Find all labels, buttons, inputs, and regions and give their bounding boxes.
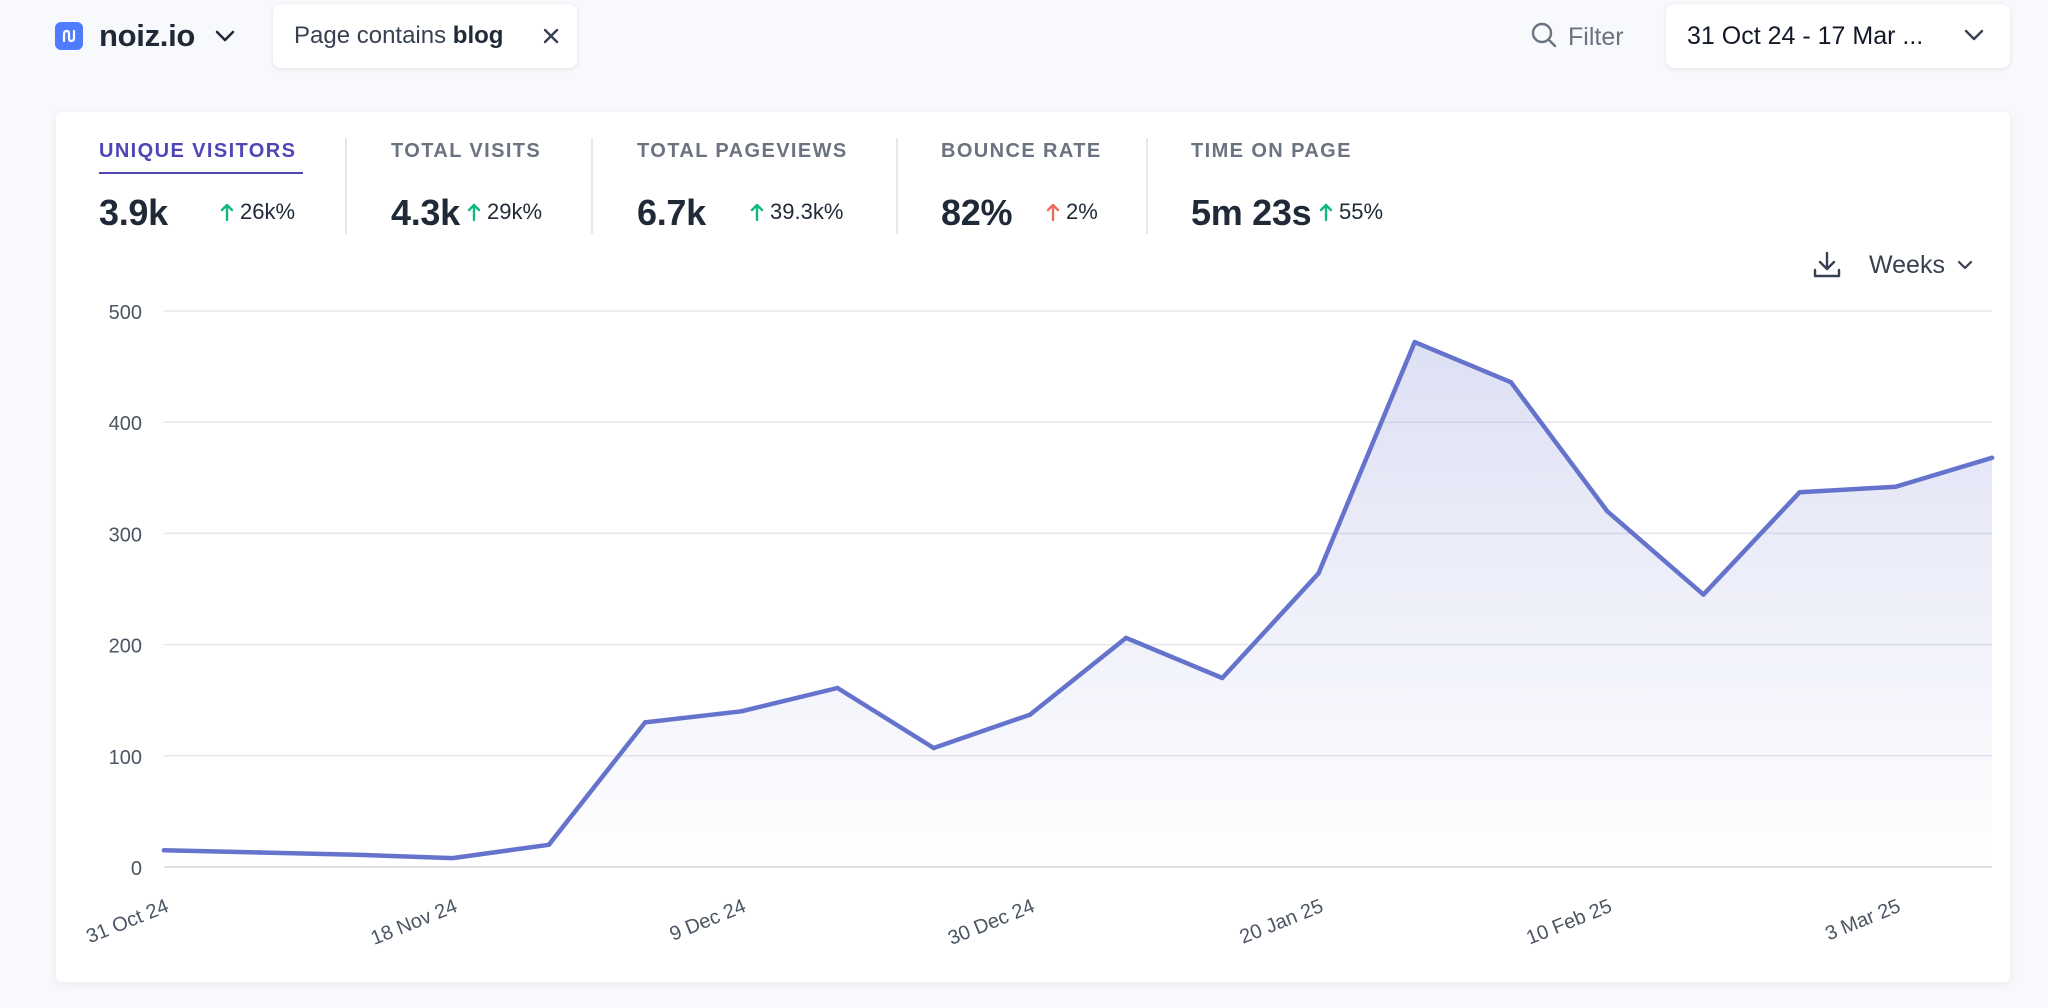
site-name: noiz.io [99, 18, 196, 53]
y-tick-label: 300 [109, 524, 142, 546]
metric-change-value: 55% [1339, 199, 1384, 224]
data-point[interactable] [1316, 571, 1321, 576]
metric-value: 3.9k [99, 192, 168, 233]
data-point[interactable] [1027, 712, 1033, 717]
metric-change-value: 26k% [240, 199, 296, 224]
y-tick-label: 0 [131, 858, 142, 880]
series-area [164, 342, 1992, 868]
metric-total-visits[interactable]: TOTAL VISITS 4.3k 29k% [391, 140, 542, 233]
metric-value: 6.7k [637, 192, 706, 233]
metric-change-value: 29k% [487, 199, 543, 224]
data-point[interactable] [1412, 339, 1417, 345]
metric-change: 39.3k% [750, 199, 843, 225]
data-point[interactable] [258, 850, 263, 855]
x-tick-label: 30 Dec 24 [945, 895, 1038, 950]
chevron-down-icon [215, 30, 235, 42]
metric-label: UNIQUE VISITORS [99, 140, 297, 162]
y-tick-label: 100 [109, 747, 142, 769]
active-metric-underline [99, 172, 303, 174]
filter-pill-prefix: Page contains [294, 22, 447, 49]
x-tick-label: 18 Nov 24 [368, 895, 461, 950]
interval-selector[interactable]: Weeks [1869, 248, 1973, 282]
data-point[interactable] [161, 848, 167, 853]
x-tick-label: 10 Feb 25 [1523, 895, 1615, 949]
x-tick-label: 9 Dec 24 [667, 895, 749, 945]
date-range-picker[interactable]: 31 Oct 24 - 17 Mar ... [1666, 4, 2010, 68]
site-switcher[interactable]: noiz.io [55, 18, 235, 54]
arrow-up-icon [750, 203, 764, 222]
data-point[interactable] [1123, 635, 1129, 641]
filter-pill-value: blog [452, 22, 504, 49]
stats-card: UNIQUE VISITORS 3.9k 26k% TOTAL VISITS 4… [56, 112, 2010, 982]
interval-label: Weeks [1869, 250, 1945, 279]
filter-button[interactable]: Filter [1530, 20, 1624, 54]
metric-divider [345, 138, 347, 234]
metric-label: BOUNCE RATE [941, 140, 1102, 162]
y-tick-label: 200 [109, 636, 142, 658]
metric-change-value: 39.3k% [770, 199, 844, 224]
download-icon[interactable] [1810, 248, 1844, 282]
arrow-up-icon [1319, 203, 1333, 222]
arrow-up-icon [467, 203, 481, 222]
filter-pill[interactable]: Page contains blog [273, 4, 577, 68]
metric-change: 29k% [467, 199, 542, 225]
filter-label: Filter [1568, 22, 1624, 51]
chevron-down-icon [1957, 260, 1973, 270]
logo-icon [55, 22, 83, 50]
metric-label: TIME ON PAGE [1191, 140, 1352, 162]
metric-label: TOTAL PAGEVIEWS [637, 140, 848, 162]
data-point[interactable] [1604, 508, 1610, 514]
metric-change: 2% [1046, 199, 1098, 225]
metric-divider [1146, 138, 1148, 234]
close-icon[interactable] [541, 26, 561, 46]
visitors-chart: 0 100 200 300 400 500 31 Oct 24 18 Nov 24 9 Dec… [83, 302, 1995, 950]
x-tick-label: 20 Jan 25 [1237, 895, 1327, 948]
data-point[interactable] [546, 842, 552, 847]
data-point[interactable] [642, 720, 648, 725]
metric-divider [896, 138, 898, 234]
metric-total-pageviews[interactable]: TOTAL PAGEVIEWS 6.7k 39.3k% [637, 140, 848, 233]
metric-value: 5m 23s [1191, 192, 1312, 233]
metric-divider [591, 138, 593, 234]
metric-label: TOTAL VISITS [391, 140, 542, 162]
chevron-down-icon [1964, 28, 1984, 46]
top-bar: noiz.io Page contains blog Filter 31 Oct… [0, 0, 2048, 80]
arrow-up-icon [1046, 203, 1060, 222]
metric-time-on-page[interactable]: TIME ON PAGE 5m 23s 55% [1191, 140, 1383, 233]
data-point[interactable] [450, 855, 455, 861]
metric-change-value: 2% [1066, 199, 1098, 224]
data-point[interactable] [1893, 484, 1898, 489]
filter-pill-text: Page contains blog [294, 22, 503, 50]
data-point[interactable] [1701, 592, 1706, 597]
data-point[interactable] [354, 852, 359, 857]
metric-change: 55% [1319, 199, 1383, 225]
search-icon [1530, 21, 1558, 54]
data-point[interactable] [835, 685, 840, 691]
metric-bounce-rate[interactable]: BOUNCE RATE 82% 2% [941, 140, 1102, 233]
arrow-up-icon [220, 203, 234, 222]
metric-value: 82% [941, 192, 1013, 233]
data-point[interactable] [1220, 675, 1225, 681]
metric-value: 4.3k [391, 192, 460, 233]
y-tick-label: 400 [109, 413, 142, 435]
data-point[interactable] [739, 709, 744, 714]
x-tick-label: 31 Oct 24 [83, 895, 172, 948]
data-point[interactable] [1797, 490, 1802, 495]
data-point[interactable] [931, 745, 936, 751]
series-line [161, 339, 1995, 861]
metric-change: 26k% [220, 199, 295, 225]
y-tick-label: 500 [109, 302, 142, 324]
data-point[interactable] [1989, 455, 1995, 460]
metric-unique-visitors[interactable]: UNIQUE VISITORS 3.9k 26k% [99, 140, 303, 233]
data-point[interactable] [1508, 379, 1514, 385]
x-tick-label: 3 Mar 25 [1822, 895, 1903, 945]
date-range-label: 31 Oct 24 - 17 Mar ... [1687, 21, 1924, 50]
